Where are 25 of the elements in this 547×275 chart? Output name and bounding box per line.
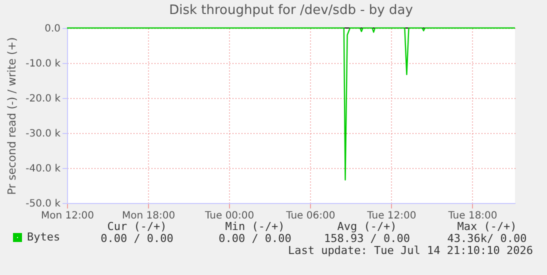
y-tick-label: -20.0 k <box>26 94 61 104</box>
x-tick-label: Tue 06:00 <box>285 210 336 222</box>
chart-title: Disk throughput for /dev/sdb - by day <box>169 3 414 18</box>
x-tick-label: Tue 12:00 <box>366 210 416 222</box>
text: 0.00 / 0.00 <box>218 232 292 245</box>
y-tick-label: -30.0 k <box>26 128 61 140</box>
x-tick-label: Mon 18:00 <box>122 210 176 222</box>
x-tick-label: Tue 00:00 <box>204 210 254 222</box>
x-tick-label: Mon 12:00 <box>40 210 94 222</box>
y-tick-label: 0.0 <box>44 24 60 34</box>
y-axis-title: Pr second read (-) / write (+) <box>6 37 19 195</box>
text: Last update: Tue Jul 14 21:10:10 2026 <box>288 244 533 257</box>
y-tick-label: -40.0 k <box>26 164 61 174</box>
text: 43.36k/ 0.00 <box>447 232 527 245</box>
text: Cur (-/+) <box>107 220 167 233</box>
text: 0.00 / 0.00 <box>100 232 174 245</box>
legend-label: Bytes <box>27 230 60 244</box>
y-tick-label: -50.0 k <box>26 198 61 210</box>
text: Avg (-/+) <box>337 220 397 233</box>
text: Max (-/+) <box>457 220 517 233</box>
text: 158.93 / 0.00 <box>324 232 410 245</box>
text: Min (-/+) <box>225 220 285 233</box>
x-tick-label: Tue 18:00 <box>447 210 498 222</box>
y-tick-label: -10.0 k <box>26 58 61 70</box>
line-series <box>66 27 516 180</box>
